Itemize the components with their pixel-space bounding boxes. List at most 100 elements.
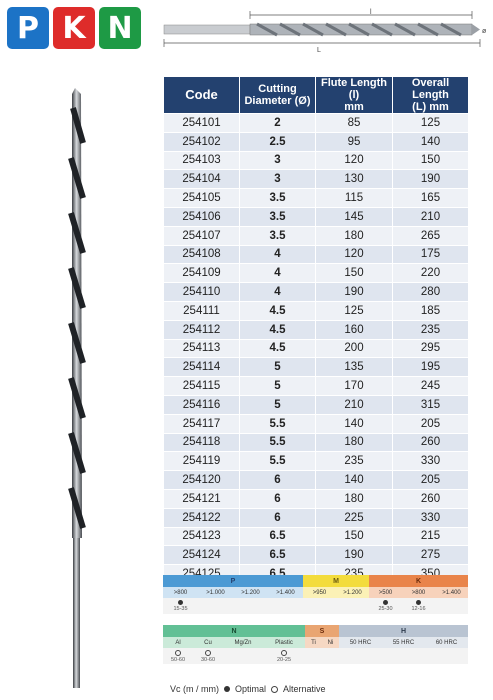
cell-code: 254103	[163, 150, 240, 171]
cell-code: 254118	[163, 432, 240, 453]
material-table-bottom: N S H Al Cu Mg/Zn Plastic Ti Ni 50 HRC 5…	[163, 625, 468, 664]
material-m-sub: >950	[303, 587, 336, 598]
pkn-logo: P K N	[7, 7, 141, 49]
cell-flute-length: 115	[315, 188, 393, 208]
cell-overall-length: 245	[392, 376, 469, 396]
cell-code: 254115	[163, 376, 240, 396]
cell-overall-length: 330	[392, 451, 469, 472]
material-n-cell: 50-60	[163, 648, 193, 664]
material-h-header: H	[339, 625, 468, 637]
cell-diameter: 4.5	[239, 319, 316, 340]
material-k-cell: 12-16	[402, 598, 435, 614]
material-h-sub: 50 HRC	[339, 637, 382, 648]
cell-code: 254108	[163, 244, 240, 265]
cell-flute-length: 190	[315, 545, 393, 566]
logo-letter-p: P	[7, 7, 49, 49]
material-h-sub: 55 HRC	[382, 637, 425, 648]
cell-code: 254106	[163, 206, 240, 227]
cell-flute-length: 125	[315, 300, 393, 321]
cell-flute-length: 120	[315, 150, 393, 171]
cell-flute-length: 145	[315, 206, 393, 227]
cell-diameter: 5	[239, 394, 316, 415]
cell-overall-length: 210	[392, 206, 469, 227]
header-cutting-diameter: Cutting Diameter (Ø)	[239, 76, 316, 114]
cell-flute-length: 180	[315, 488, 393, 509]
table-row: 254110 4 190 280	[163, 282, 469, 302]
optimal-dot-icon	[416, 600, 421, 605]
table-row: 254107 3.5 180 265	[163, 225, 469, 246]
cell-flute-length: 210	[315, 394, 393, 415]
cell-overall-length: 205	[392, 413, 469, 434]
logo-letter-n: N	[99, 7, 141, 49]
cell-overall-length: 260	[392, 432, 469, 453]
cell-overall-length: 265	[392, 225, 469, 246]
cell-diameter: 5.5	[239, 451, 316, 472]
material-n-cell: 30-60	[193, 648, 223, 664]
cell-flute-length: 170	[315, 376, 393, 396]
cell-diameter: 4.5	[239, 338, 316, 359]
cell-overall-length: 315	[392, 394, 469, 415]
cell-diameter: 3.5	[239, 188, 316, 208]
material-n-sub: Plastic	[263, 637, 305, 648]
table-row: 254104 3 130 190	[163, 169, 469, 190]
material-s-sub: Ti	[305, 637, 322, 648]
cell-flute-length: 225	[315, 507, 393, 528]
cell-flute-length: 140	[315, 413, 393, 434]
cell-code: 254109	[163, 263, 240, 284]
cell-overall-length: 295	[392, 338, 469, 359]
cell-overall-length: 260	[392, 488, 469, 509]
material-h-sub: 60 HRC	[425, 637, 468, 648]
diameter-label: ø	[482, 28, 487, 35]
table-row: 254121 6 180 260	[163, 488, 469, 509]
cell-diameter: 2.5	[239, 131, 316, 152]
cell-flute-length: 190	[315, 282, 393, 302]
optimal-dot-icon	[178, 600, 183, 605]
cell-overall-length: 175	[392, 244, 469, 265]
cell-overall-length: 140	[392, 131, 469, 152]
material-k-header: K	[369, 575, 468, 587]
cell-flute-length: 130	[315, 169, 393, 190]
cell-flute-length: 200	[315, 338, 393, 359]
material-p-cell: 15-35	[163, 598, 198, 614]
cell-code: 254104	[163, 169, 240, 190]
table-row: 254124 6.5 190 275	[163, 545, 469, 566]
cell-code: 254120	[163, 470, 240, 490]
table-row: 254117 5.5 140 205	[163, 413, 469, 434]
material-k-cell: 25-30	[369, 598, 402, 614]
header-overall-length: Overall Length (L) mm	[392, 76, 469, 114]
cell-code: 254122	[163, 507, 240, 528]
optimal-dot-icon	[383, 600, 388, 605]
cell-overall-length: 215	[392, 526, 469, 547]
cell-code: 254116	[163, 394, 240, 415]
table-row: 254112 4.5 160 235	[163, 319, 469, 340]
cell-code: 254121	[163, 488, 240, 509]
cell-overall-length: 150	[392, 150, 469, 171]
cell-code: 254105	[163, 188, 240, 208]
alternative-ring-icon	[205, 649, 211, 656]
material-s-sub: Ni	[322, 637, 339, 648]
material-s-header: S	[305, 625, 339, 637]
cell-diameter: 6	[239, 470, 316, 490]
cell-flute-length: 140	[315, 470, 393, 490]
cell-diameter: 3.5	[239, 206, 316, 227]
cell-code: 254112	[163, 319, 240, 340]
cell-overall-length: 185	[392, 300, 469, 321]
alternative-label: Alternative	[283, 684, 326, 694]
alternative-ring-icon	[175, 649, 181, 656]
table-row: 254119 5.5 235 330	[163, 451, 469, 472]
cell-code: 254102	[163, 131, 240, 152]
drill-bit-image	[68, 88, 86, 688]
cell-code: 254119	[163, 451, 240, 472]
cell-flute-length: 150	[315, 526, 393, 547]
cell-flute-length: 85	[315, 113, 393, 133]
table-row: 254113 4.5 200 295	[163, 338, 469, 359]
cell-diameter: 5	[239, 376, 316, 396]
table-row: 254108 4 120 175	[163, 244, 469, 265]
alternative-ring-icon	[271, 685, 279, 693]
cell-diameter: 5.5	[239, 413, 316, 434]
cell-diameter: 5	[239, 357, 316, 378]
cell-diameter: 4.5	[239, 300, 316, 321]
cell-diameter: 4	[239, 282, 316, 302]
table-row: 254103 3 120 150	[163, 150, 469, 171]
cell-flute-length: 135	[315, 357, 393, 378]
